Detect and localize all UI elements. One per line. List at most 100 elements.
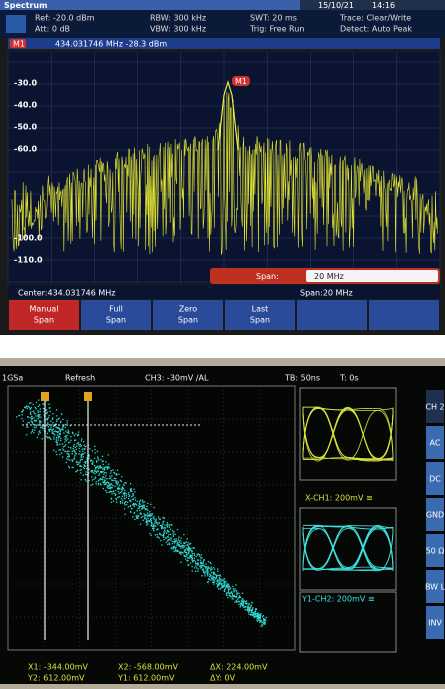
softkey-label[interactable]: Span — [178, 316, 198, 325]
dot — [179, 544, 180, 545]
dot — [191, 557, 192, 558]
y-label: -110.0 — [14, 256, 43, 265]
dot — [38, 418, 39, 419]
dot — [36, 424, 37, 425]
dot — [205, 563, 206, 564]
dot — [181, 538, 182, 539]
dot — [146, 508, 147, 509]
dot — [76, 446, 77, 447]
softkey-label[interactable]: Manual — [29, 305, 58, 314]
dot — [249, 608, 250, 609]
softkey-label[interactable]: Zero — [179, 305, 198, 314]
dot — [186, 541, 187, 542]
span-field-label: Span: — [256, 272, 279, 281]
setting: Ref: -20.0 dBm — [35, 14, 95, 23]
span-field-value[interactable]: 20 MHz — [314, 272, 344, 281]
dot — [49, 407, 50, 408]
dot — [169, 544, 170, 545]
dot — [75, 439, 76, 440]
cursor-flag — [84, 392, 92, 401]
dot — [76, 443, 77, 444]
dot — [131, 488, 132, 489]
dot — [187, 538, 188, 539]
dot — [239, 595, 240, 596]
dot — [247, 606, 248, 607]
menu-label[interactable]: AC — [430, 439, 441, 448]
menu-label[interactable]: CH 2 — [425, 403, 444, 412]
menu-label[interactable]: BW L — [425, 583, 445, 592]
dot — [69, 456, 70, 457]
softkey-label[interactable]: Span — [106, 316, 126, 325]
softkey-label[interactable]: Full — [109, 305, 123, 314]
dot — [59, 429, 60, 430]
dot — [23, 420, 24, 421]
softkey-label[interactable]: Span — [250, 316, 270, 325]
dot — [210, 575, 211, 576]
dot — [188, 542, 189, 543]
dot — [106, 492, 107, 493]
dot — [122, 501, 123, 502]
dot — [253, 614, 254, 615]
softkey[interactable] — [369, 300, 439, 330]
dot — [29, 409, 30, 410]
dot — [135, 504, 136, 505]
menu-label[interactable]: DC — [429, 475, 441, 484]
dot — [84, 445, 85, 446]
softkey-label[interactable]: Last — [252, 305, 269, 314]
menu-label[interactable]: GND — [426, 511, 444, 520]
dot — [113, 491, 114, 492]
dot — [211, 567, 212, 568]
softkey-label[interactable]: Span — [34, 316, 54, 325]
dot — [124, 493, 125, 494]
dot — [170, 537, 171, 538]
dot — [158, 522, 159, 523]
dot — [113, 480, 114, 481]
dot — [170, 540, 171, 541]
dot — [42, 403, 43, 404]
dot — [54, 431, 55, 432]
dot — [113, 501, 114, 502]
dot — [224, 589, 225, 590]
dot — [164, 529, 165, 530]
dot — [149, 514, 150, 515]
dot — [78, 432, 79, 433]
menu-label[interactable]: INV — [428, 619, 442, 628]
dot — [214, 569, 215, 570]
dot — [16, 416, 17, 417]
dot — [172, 541, 173, 542]
dot — [94, 470, 95, 471]
dot — [92, 484, 93, 485]
eye-label-1: X-CH1: 200mV ≅ — [305, 494, 373, 503]
softkey[interactable] — [297, 300, 367, 330]
dot — [174, 531, 175, 532]
menu-label[interactable]: 50 Ω — [426, 547, 445, 556]
dot — [192, 555, 193, 556]
dot — [142, 501, 143, 502]
dot — [40, 425, 41, 426]
dot — [105, 461, 106, 462]
dot — [242, 593, 243, 594]
dot — [62, 457, 63, 458]
dot — [175, 548, 176, 549]
dot — [165, 538, 166, 539]
dot — [99, 473, 100, 474]
dot — [32, 421, 33, 422]
dot — [78, 435, 79, 436]
dot — [228, 590, 229, 591]
dot — [133, 504, 134, 505]
dot — [210, 579, 211, 580]
dot — [58, 450, 59, 451]
dot — [167, 525, 168, 526]
dot — [123, 485, 124, 486]
dot — [241, 600, 242, 601]
dot — [106, 478, 107, 479]
dot — [68, 442, 69, 443]
dot — [119, 493, 120, 494]
dot — [183, 534, 184, 535]
dot — [260, 621, 261, 622]
dot — [122, 500, 123, 501]
dot — [89, 448, 90, 449]
dot — [161, 525, 162, 526]
dot — [111, 502, 112, 503]
dot — [224, 581, 225, 582]
